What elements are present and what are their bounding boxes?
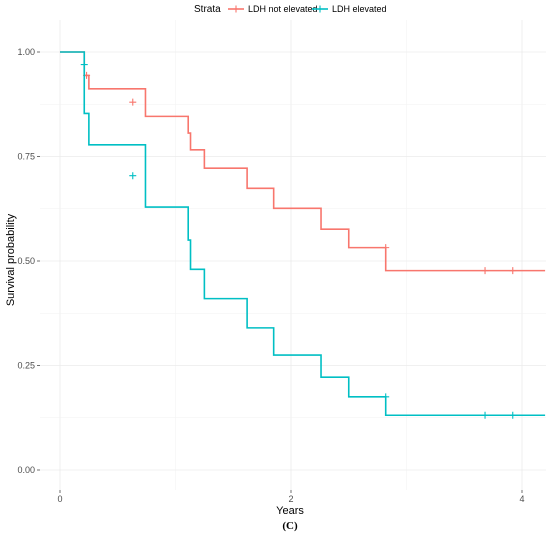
y-tick-label: 0.50 (17, 256, 35, 266)
series-line-1 (60, 51, 546, 272)
y-tick-label: 1.00 (17, 47, 35, 57)
censor-mark (129, 172, 137, 180)
grid (40, 20, 546, 490)
x-tick-label: 0 (57, 494, 62, 504)
censor-mark (481, 411, 489, 419)
censor-mark (481, 267, 489, 275)
x-tick-label: 2 (288, 494, 293, 504)
y-tick-label: 0.25 (17, 361, 35, 371)
caption: (C) (282, 520, 298, 532)
axes: 0 2 4 0.00 0.25 0.50 0.75 1.00 (17, 47, 524, 504)
x-axis-title: Years (276, 505, 304, 517)
legend-title: Strata (194, 4, 221, 15)
legend-label-2: LDH elevated (332, 4, 387, 14)
legend: Strata LDH not elevated LDH elevated (194, 4, 387, 15)
censor-mark (129, 98, 137, 106)
series-line-2 (60, 51, 546, 417)
censor-mark (382, 393, 390, 401)
censor-mark (509, 267, 517, 275)
y-tick-label: 0.75 (17, 152, 35, 162)
censor-mark (80, 61, 88, 69)
y-tick-label: 0.00 (17, 465, 35, 475)
legend-label-1: LDH not elevated (248, 4, 318, 14)
series-group (60, 51, 546, 419)
censor-mark (382, 244, 390, 252)
y-axis-title: Survival probability (5, 213, 17, 306)
censor-mark (509, 411, 517, 419)
x-tick-label: 4 (519, 494, 524, 504)
